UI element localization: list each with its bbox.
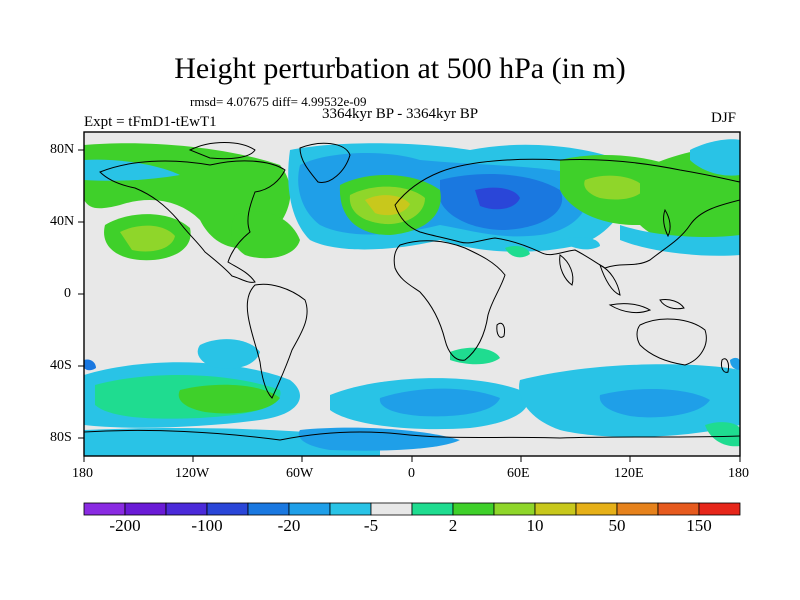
colorbar-swatch: [83, 502, 126, 516]
colorbar-label: 10: [526, 516, 544, 535]
lon-label-60w: 60W: [286, 466, 314, 481]
colorbar-label: -20: [277, 516, 301, 535]
lon-label-120w: 120W: [175, 466, 210, 481]
colorbar-label: -5: [363, 516, 379, 535]
contour-fields: [84, 132, 740, 456]
map-title: Height perturbation at 500 hPa (in m): [174, 52, 626, 85]
colorbar-swatch: [698, 502, 741, 516]
lat-label-40s: 40S: [50, 358, 72, 373]
lon-label-120e: 120E: [614, 466, 644, 481]
colorbar-swatch: [165, 502, 208, 516]
lon-label-60e: 60E: [507, 466, 530, 481]
colorbar-label: 2: [448, 516, 458, 535]
lat-label-40n: 40N: [50, 214, 75, 229]
lon-label-0: 0: [408, 466, 415, 481]
colorbar-swatch: [411, 502, 454, 516]
lon-label-180w: 180: [72, 466, 93, 481]
colorbar-swatch: [329, 502, 372, 516]
lon-label-180e: 180: [728, 466, 749, 481]
season-label: DJF: [711, 110, 737, 126]
axis-ticks: [78, 149, 741, 462]
colorbar: [83, 502, 741, 516]
colorbar-swatch: [288, 502, 331, 516]
colorbar-label: -100: [191, 516, 223, 535]
lat-label-0: 0: [64, 286, 71, 301]
colorbar-swatch: [370, 502, 413, 516]
colorbar-swatch: [493, 502, 536, 516]
colorbar-swatch: [657, 502, 700, 516]
colorbar-swatch: [575, 502, 618, 516]
colorbar-swatch: [534, 502, 577, 516]
colorbar-swatch: [247, 502, 290, 516]
coastlines: [84, 142, 740, 441]
colorbar-swatch: [124, 502, 167, 516]
colorbar-label: -200: [109, 516, 141, 535]
colorbar-label: 150: [686, 516, 712, 535]
experiment-label: Expt = tFmD1-tEwT1: [84, 114, 217, 130]
colorbar-swatch: [452, 502, 495, 516]
lat-label-80s: 80S: [50, 430, 72, 445]
period-label: 3364kyr BP - 3364kyr BP: [322, 106, 479, 122]
colorbar-swatch: [206, 502, 249, 516]
stats-line: rmsd= 4.07675 diff= 4.99532e-09: [190, 94, 367, 109]
colorbar-swatch: [616, 502, 659, 516]
colorbar-label: 50: [608, 516, 626, 535]
lat-label-80n: 80N: [50, 142, 75, 157]
